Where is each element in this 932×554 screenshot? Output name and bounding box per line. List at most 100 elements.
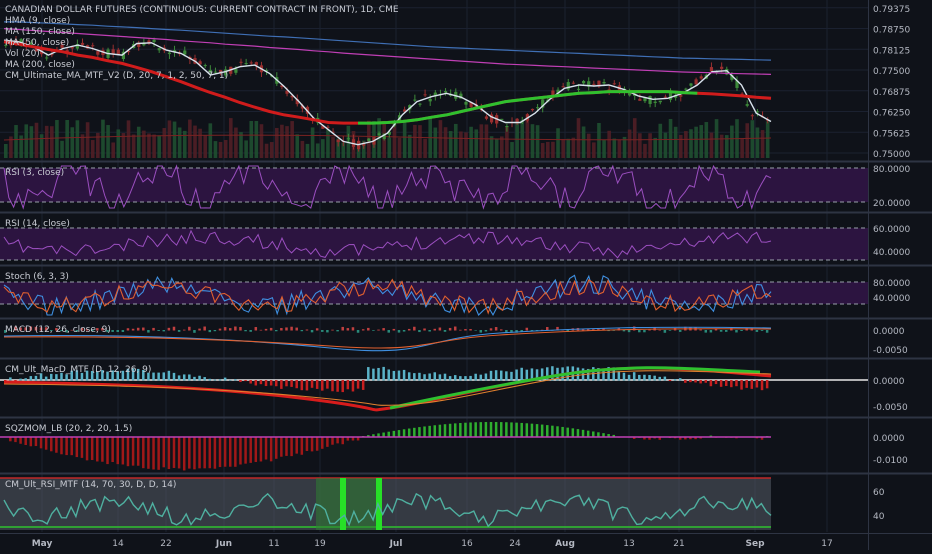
- sqzmom-histogram-bar: [694, 437, 697, 440]
- candle-body: [213, 71, 218, 73]
- macd-histogram-bar: [740, 330, 743, 332]
- sqzmom-histogram-bar: [203, 437, 206, 469]
- cmmacd-histogram-bar: [295, 380, 298, 389]
- candle-body: [346, 138, 350, 140]
- volume-bar: [515, 122, 519, 158]
- macd-histogram-bar: [433, 328, 437, 331]
- macd-histogram-bar: [142, 327, 145, 331]
- sqzmom-histogram-bar: [285, 437, 288, 456]
- macd-histogram-bar: [177, 330, 181, 332]
- volume-bar: [382, 124, 386, 158]
- cmmacd-histogram-bar: [484, 373, 488, 381]
- cmmacd-histogram-bar: [290, 380, 293, 387]
- volume-bar: [392, 121, 397, 158]
- macd-histogram-bar: [203, 326, 206, 331]
- macd-histogram-bar: [208, 330, 212, 333]
- candle-body: [80, 42, 85, 45]
- cmmacd-histogram-bar: [367, 367, 370, 381]
- sqzmom-histogram-bar: [167, 437, 171, 470]
- macd-histogram-bar: [474, 330, 477, 331]
- cmmacd-histogram-bar: [602, 369, 605, 381]
- macd-histogram-bar: [90, 330, 94, 332]
- sqzmom-histogram-bar: [326, 437, 329, 447]
- volume-bar: [269, 142, 274, 158]
- macd-histogram-bar: [581, 329, 585, 331]
- pane-legend-sqz: SQZMOM_LB (20, 2, 20, 1.5): [5, 424, 132, 434]
- volume-bar: [34, 122, 39, 158]
- candle-body: [239, 61, 243, 63]
- cmmacd-histogram-bar: [167, 370, 171, 381]
- macd-histogram-bar: [438, 327, 442, 331]
- cmmacd-histogram-bar: [101, 370, 104, 381]
- macd-histogram-bar: [484, 330, 488, 332]
- volume-bar: [188, 119, 192, 158]
- sqzmom-histogram-bar: [566, 427, 569, 438]
- macd-histogram-bar: [418, 330, 421, 333]
- cmmacd-histogram-bar: [50, 373, 53, 381]
- macd-histogram-bar: [19, 327, 22, 331]
- volume-bar: [65, 119, 69, 158]
- candle-body: [571, 82, 575, 84]
- macd-histogram-bar: [223, 327, 227, 331]
- volume-bar: [704, 122, 709, 158]
- candle-body: [699, 76, 703, 79]
- price-y-tick-label: 0.77500: [873, 67, 910, 77]
- cmmacd-histogram-bar: [382, 366, 385, 381]
- sqzmom-histogram-bar: [218, 437, 222, 468]
- cmmacd-histogram-bar: [448, 376, 452, 381]
- volume-bar: [167, 120, 172, 158]
- sqzmom-histogram-bar: [96, 437, 99, 462]
- candle-body: [75, 44, 79, 49]
- macd-histogram-bar: [346, 328, 350, 331]
- cmmacd-histogram-bar: [515, 369, 518, 381]
- macd-histogram-bar: [530, 330, 534, 332]
- volume-bar: [464, 132, 468, 158]
- pane-y-tick-label: 40.0000: [873, 248, 910, 258]
- pane-y-tick-label: 60.0000: [873, 225, 910, 235]
- candle-body: [735, 80, 739, 88]
- sqzmom-histogram-bar: [387, 431, 390, 438]
- volume-bar: [136, 126, 141, 158]
- candle-body: [582, 81, 586, 84]
- volume-bars: [4, 118, 770, 158]
- volume-bar: [546, 141, 550, 158]
- volume-bar: [182, 130, 187, 158]
- cmmacd-histogram-bar: [663, 376, 667, 381]
- volume-bar: [622, 136, 627, 158]
- volume-bar: [44, 125, 49, 158]
- candle-body: [326, 126, 330, 128]
- candle-body: [147, 40, 151, 44]
- stoch-k-line: [3, 274, 772, 317]
- candle-body: [208, 69, 212, 73]
- macd-histogram-bar: [592, 329, 595, 331]
- cmmacd-histogram-bar: [85, 370, 89, 381]
- price-y-tick-label: 0.78125: [873, 46, 910, 56]
- candle-body: [413, 99, 417, 101]
- x-tick-label: 11: [268, 539, 279, 549]
- volume-bar: [213, 141, 218, 158]
- x-tick-label: May: [32, 539, 53, 549]
- pane-y-tick-label: 0.0000: [873, 434, 905, 444]
- sqzmom-histogram-bar: [520, 422, 523, 438]
- sqzmom-histogram-bar: [433, 425, 437, 438]
- volume-bar: [305, 143, 310, 158]
- cmmacd-histogram-bar: [433, 372, 437, 381]
- pane-y-tick-label: -0.0100: [873, 456, 908, 466]
- pane-y-tick-label: 60: [873, 488, 885, 498]
- macd-histogram-bar: [234, 326, 237, 331]
- sqzmom-histogram-bar: [44, 437, 48, 450]
- price-y-tick-label: 0.75000: [873, 150, 910, 160]
- volume-bar: [750, 120, 755, 158]
- price-y-tick-label: 0.76875: [873, 88, 910, 98]
- sqzmom-histogram-bar: [259, 437, 263, 462]
- volume-bar: [264, 143, 269, 158]
- volume-bar: [469, 126, 473, 158]
- volume-bar: [275, 127, 279, 158]
- volume-bar: [602, 140, 606, 158]
- candle-body: [321, 125, 325, 129]
- volume-ma-line: [3, 134, 772, 141]
- candle-body: [643, 97, 647, 102]
- cmmacd-histogram-bar: [65, 374, 68, 381]
- volume-bar: [131, 134, 136, 158]
